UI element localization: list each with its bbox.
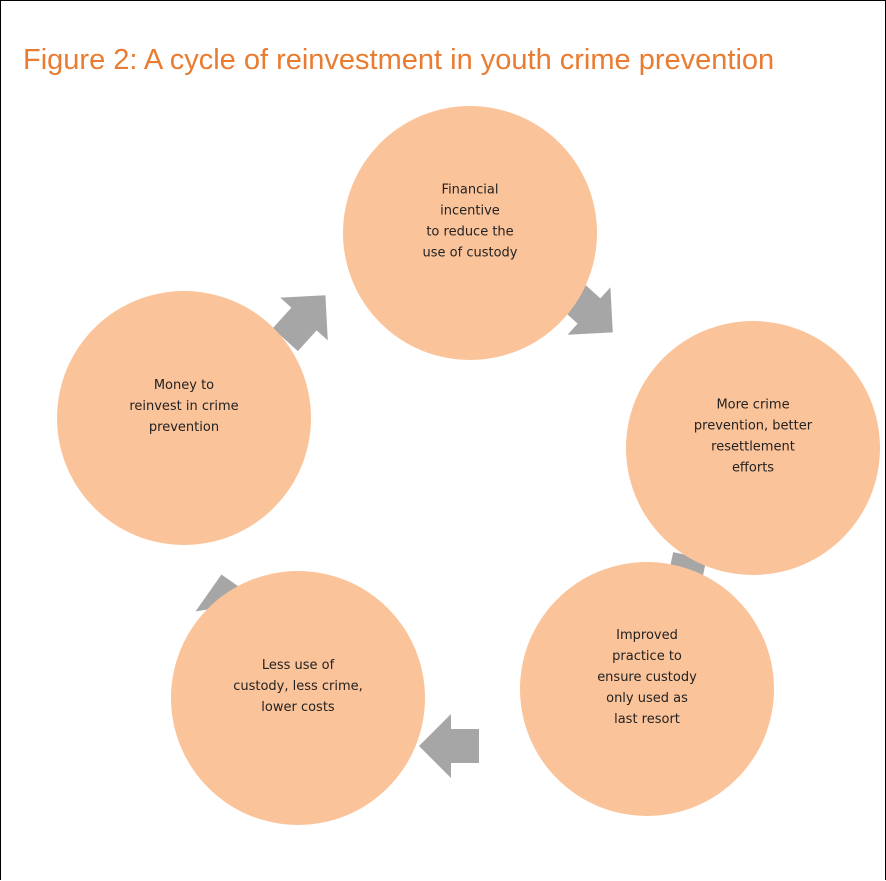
node-label: prevention [149,420,219,435]
cycle-arrow [419,714,479,778]
node-label: use of custody [423,246,518,261]
figure-title: Figure 2: A cycle of reinvestment in you… [23,44,774,76]
node-label: Financial [442,183,499,198]
node-label: custody, less crime, [233,679,363,694]
cycle-node [626,321,880,575]
node-label: More crime [716,398,789,413]
node-label: only used as [606,691,688,706]
cycle-node [520,562,774,816]
node-label: resettlement [711,440,795,455]
node-label: to reduce the [426,225,513,240]
node-label: Less use of [262,658,335,673]
node-label: ensure custody [597,670,697,685]
node-label: prevention, better [694,419,813,434]
cycle-arrow [272,295,328,352]
node-label: efforts [732,461,774,476]
node-label: Money to [154,378,214,393]
node-label: incentive [440,204,500,219]
node-label: Improved [616,628,678,643]
cycle-node [171,571,425,825]
node-label: reinvest in crime [129,399,238,414]
node-label: practice to [612,649,682,664]
cycle-node [57,291,311,545]
cycle-node [343,106,597,360]
node-label: lower costs [261,700,335,715]
node-label: last resort [614,712,680,727]
